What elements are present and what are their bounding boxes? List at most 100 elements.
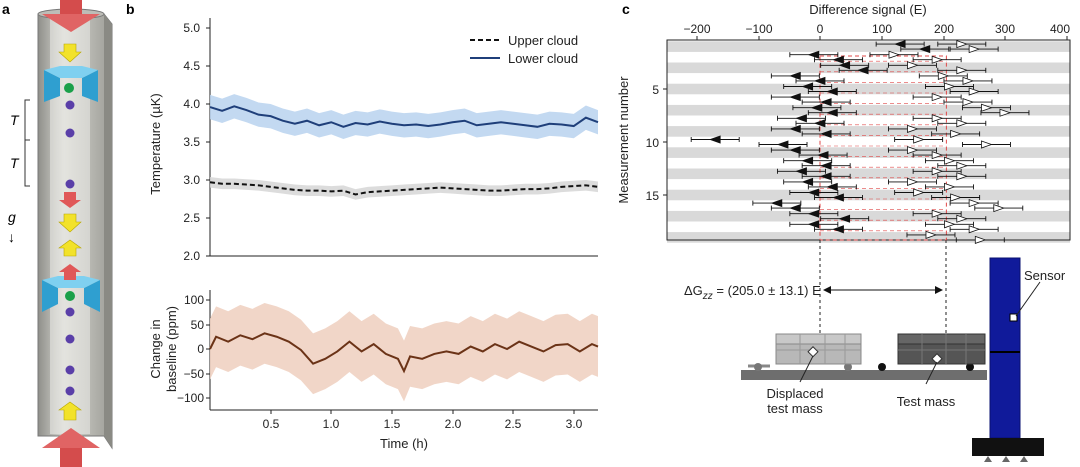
baseline-xticks: 0.5 1.0 1.5 2.0 2.5 3.0 — [263, 410, 583, 431]
displaced-mass-point — [832, 193, 844, 202]
base-ytick: −50 — [184, 367, 205, 381]
upper-cloud-band — [210, 176, 598, 200]
temp-ytick: 5.0 — [183, 21, 200, 35]
diff-xtick: 200 — [934, 22, 954, 36]
temp-ytick: 4.0 — [183, 97, 200, 111]
test-mass-point — [956, 66, 969, 75]
displaced-mass-point — [807, 209, 820, 218]
upper-cloud-line — [209, 181, 599, 196]
gravity-arrow-icon: ↓ — [8, 229, 15, 245]
sensor-tower-icon — [972, 257, 1044, 462]
test-mass-point — [913, 135, 925, 144]
test-mass-point — [968, 199, 981, 208]
panel-b-label: b — [126, 1, 135, 17]
displaced-mass-point — [807, 50, 820, 59]
displaced-mass-point — [819, 172, 832, 181]
temperature-axes — [206, 18, 598, 257]
displaced-mass-point — [918, 45, 931, 54]
temperature-ylabel: Temperature (µK) — [148, 93, 163, 194]
displaced-mass-point — [813, 76, 826, 85]
displaced-label-1: Displaced — [766, 386, 823, 401]
period-brackets: T T — [10, 99, 30, 187]
target-range-rect — [819, 55, 947, 241]
base-xtick: 1.5 — [384, 417, 401, 431]
lower-cloud-band — [210, 94, 598, 139]
bottom-laser-cone-icon — [42, 428, 100, 467]
temp-ytick: 4.5 — [183, 59, 200, 73]
delta-gzz-annotation: ΔGzz = (205.0 ± 13.1) E — [684, 240, 947, 345]
displaced-mass-point — [801, 82, 814, 91]
test-mass-point — [888, 50, 901, 59]
test-mass-point — [931, 55, 944, 64]
panel-a-label: a — [2, 1, 10, 17]
diff-ytick: 10 — [646, 136, 660, 150]
displaced-mass-point — [819, 98, 832, 107]
displaced-mass-point — [789, 204, 801, 213]
measurement-stripe — [667, 83, 1070, 95]
measurement-stripe — [667, 189, 1070, 201]
displaced-mass-point — [838, 214, 851, 223]
test-mass-point — [950, 129, 962, 138]
lower-atom-trap-icon — [42, 276, 100, 312]
atom-dots — [65, 100, 75, 396]
base-xtick: 2.5 — [505, 417, 522, 431]
test-mass-point — [956, 172, 969, 181]
test-mass-point — [907, 177, 919, 186]
temp-ytick: 2.5 — [183, 211, 200, 225]
test-mass-point — [925, 230, 938, 239]
test-mass-point — [981, 103, 993, 112]
test-mass-leader — [925, 361, 938, 385]
diff-ytick: 5 — [652, 83, 659, 97]
displaced-mass-point — [838, 61, 851, 70]
displaced-test-mass-icon — [775, 333, 862, 365]
base-xtick: 0.5 — [263, 417, 280, 431]
measurement-stripe — [667, 232, 1070, 243]
difference-yticks: 5 10 15 — [646, 83, 667, 203]
base-xtick: 3.0 — [566, 417, 583, 431]
displaced-mass-point — [810, 103, 823, 112]
difference-points — [690, 40, 1030, 244]
displaced-label-2: test mass — [767, 401, 823, 416]
sensor-leader — [1015, 281, 1041, 317]
sensor-label: Sensor — [1024, 268, 1066, 283]
displaced-mass-point — [826, 87, 838, 96]
base-xtick: 1.0 — [323, 417, 340, 431]
legend-lower-label: Lower cloud — [508, 51, 578, 66]
temp-ytick: 3.5 — [183, 135, 200, 149]
test-mass-point — [956, 40, 969, 49]
test-mass-point — [950, 193, 962, 202]
measurement-stripe — [667, 168, 1070, 180]
baseline-ylabel-line1: Change in — [148, 319, 163, 378]
diff-xtick: 400 — [1050, 22, 1070, 36]
test-mass-point — [993, 204, 1005, 213]
displaced-mass-point — [807, 188, 820, 197]
displaced-mass-point — [789, 71, 801, 80]
test-mass-label: Test mass — [897, 394, 956, 409]
baseline-yticks: −100 −50 0 50 100 — [177, 293, 204, 405]
test-mass-point — [907, 124, 919, 133]
displaced-mass-point — [832, 55, 844, 64]
test-mass-point — [931, 114, 944, 123]
base-ytick: 50 — [191, 318, 205, 332]
test-mass-point — [931, 151, 944, 160]
difference-xticks: −200 −100 0 100 200 300 400 — [683, 22, 1070, 40]
displaced-mass-point — [816, 151, 829, 160]
displaced-mass-point — [801, 177, 814, 186]
test-mass-rail — [741, 363, 987, 380]
test-mass-point — [999, 108, 1012, 117]
delta-gzz-label: ΔGzz = (205.0 ± 13.1) E — [684, 283, 821, 302]
gravity-label: g — [8, 209, 16, 225]
temperature-yticks: 2.0 2.5 3.0 3.5 4.0 4.5 5.0 — [183, 21, 200, 263]
base-ytick: 0 — [197, 342, 204, 356]
displaced-mass-point — [893, 40, 906, 49]
displaced-mass-point — [819, 129, 832, 138]
diff-xtick: −100 — [745, 22, 772, 36]
displaced-mass-point — [795, 167, 807, 176]
temperature-plot — [209, 94, 599, 200]
test-mass-point — [944, 82, 956, 91]
laser-pulse-arrows — [58, 43, 82, 421]
displaced-mass-point — [819, 161, 832, 170]
test-mass-point — [937, 71, 950, 80]
displaced-mass-point — [813, 119, 826, 128]
